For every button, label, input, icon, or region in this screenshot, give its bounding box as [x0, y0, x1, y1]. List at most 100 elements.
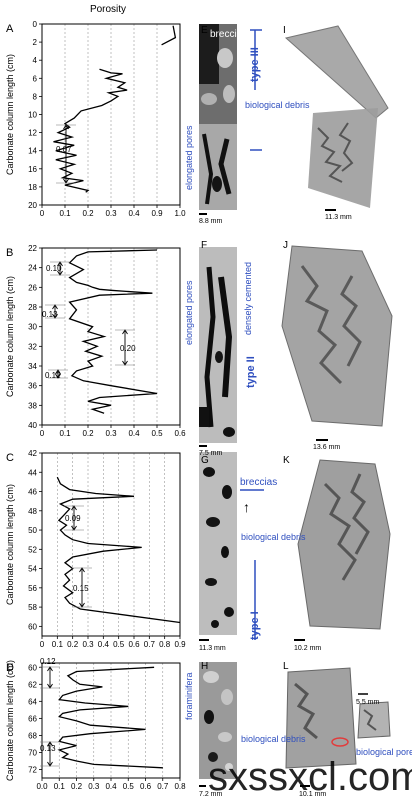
x-tick-label: 0.7 — [157, 782, 169, 791]
x-tick-label: 0.4 — [98, 640, 110, 649]
y-tick-label: 4 — [33, 56, 38, 65]
ct-slice-e-texture — [199, 24, 237, 210]
label-breccias-g: breccias — [240, 477, 277, 488]
x-tick-label: 0.1 — [52, 640, 64, 649]
ct-slice-f-texture — [199, 247, 237, 443]
arrow-up-g: ↑ — [243, 499, 250, 515]
ct-slice-e — [199, 24, 237, 210]
annotation-value: 0.09 — [65, 514, 81, 523]
ct-slice-g-texture — [199, 452, 237, 635]
y-tick-label: 72 — [28, 765, 37, 774]
porosity-series-line — [68, 249, 158, 414]
panel-letter-c: C — [6, 452, 14, 464]
x-tick-label: 0.2 — [82, 429, 94, 438]
y-tick-label: 20 — [28, 201, 37, 210]
y-axis-label: Carbonate column length (cm) — [5, 484, 15, 605]
chart-a: 0 0.1 0.2 0.3 0.4 0.9 1.0 0 2 4 6 8 10 12 14 16 18 20 A Car… — [5, 20, 186, 218]
x-tick-label: 0.1 — [59, 209, 71, 218]
highlight-ellipse — [331, 737, 349, 747]
y-tick-label: 60 — [28, 663, 37, 672]
x-tick-label: 0.1 — [54, 782, 66, 791]
porosity-annotation: 0.07 — [56, 124, 76, 184]
pore-render-l — [285, 667, 357, 769]
y-tick-label: 10 — [28, 111, 37, 120]
y-axis-label: Carbonate column length (cm) — [5, 660, 15, 781]
annotation-value: 0.12 — [45, 371, 61, 380]
annotation-value: 0.13 — [40, 744, 56, 753]
y-tick-label: 68 — [28, 731, 37, 740]
chart-d: 0.0 0.1 0.2 0.3 0.4 0.5 0.6 0.7 0.8 60 62 64 66 68 70 7… — [5, 660, 186, 791]
x-tick-label: 0.3 — [82, 640, 94, 649]
y-tick-label: 2 — [33, 38, 38, 47]
porosity-annotation: 0.13 — [42, 304, 65, 319]
annotation-value: 0.15 — [73, 584, 89, 593]
y-tick-label: 62 — [28, 680, 37, 689]
x-tick-label: 0.0 — [36, 782, 48, 791]
panel-letter-a: A — [6, 23, 14, 35]
ct-slice-f — [199, 247, 237, 443]
x-tick-label: 0.6 — [128, 640, 140, 649]
y-axis-label: Carbonate column length (cm) — [5, 276, 15, 397]
y-tick-label: 24 — [28, 264, 37, 273]
x-tick-label: 0.2 — [71, 782, 83, 791]
scale-k: 10.2 mm — [294, 645, 321, 652]
x-tick-label: 0.5 — [123, 782, 135, 791]
y-tick-label: 40 — [28, 421, 37, 430]
y-tick-label: 12 — [28, 129, 37, 138]
y-tick-label: 50 — [28, 526, 37, 535]
x-tick-label: 0.5 — [151, 429, 163, 438]
y-tick-label: 34 — [28, 362, 37, 371]
y-tick-label: 22 — [28, 244, 37, 253]
porosity-annotation: 0.12 — [45, 369, 68, 380]
x-tick-label: 0.6 — [140, 782, 152, 791]
pore-render-k — [297, 459, 391, 630]
y-tick-label: 0 — [33, 20, 38, 29]
porosity-series-line — [161, 25, 177, 46]
label-biological-pores: biological pores — [356, 747, 412, 757]
annotation-value: 0.20 — [120, 344, 136, 353]
y-tick-label: 30 — [28, 323, 37, 332]
porosity-annotation: 0.12 — [40, 657, 60, 689]
porosity-series-line — [53, 68, 128, 193]
y-tick-label: 46 — [28, 488, 37, 497]
x-tick-label: 0.4 — [128, 209, 140, 218]
pore-render-j — [281, 245, 393, 427]
ct-slice-g — [199, 452, 237, 635]
x-tick-label: 0.3 — [88, 782, 100, 791]
y-tick-label: 48 — [28, 507, 37, 516]
chart-b: 0 0.1 0.2 0.3 0.4 0.5 0.6 22 24 26 28 30 32 34 36 38 40 B… — [5, 244, 186, 438]
porosity-series-line — [56, 476, 181, 624]
y-tick-label: 16 — [28, 165, 37, 174]
x-tick-label: 0.8 — [159, 640, 171, 649]
porosity-annotation: 0.20 — [115, 329, 136, 366]
ct-slice-h-texture — [199, 662, 237, 779]
x-tick-label: 0.8 — [174, 782, 186, 791]
porosity-annotation: 0.09 — [64, 505, 84, 531]
y-tick-label: 52 — [28, 545, 37, 554]
label-type-i: type I — [249, 611, 261, 640]
x-tick-label: 0.9 — [151, 209, 163, 218]
y-tick-label: 8 — [33, 92, 38, 101]
porosity-axis-title: Porosity — [90, 4, 126, 15]
scale-h: 7.2 mm — [199, 791, 223, 798]
annotation-value: 0.10 — [46, 264, 62, 273]
x-tick-label: 0.7 — [144, 640, 156, 649]
y-tick-label: 42 — [28, 449, 37, 458]
label-type-ii: type II — [245, 356, 257, 388]
y-tick-label: 26 — [28, 283, 37, 292]
y-tick-label: 56 — [28, 584, 37, 593]
scale-g: 11.3 mm — [199, 645, 226, 652]
annotation-value: 0.12 — [40, 657, 56, 666]
x-tick-label: 0 — [40, 209, 45, 218]
pore-render-i — [284, 25, 389, 208]
x-tick-label: 0.3 — [105, 209, 117, 218]
porosity-annotation: 0.15 — [72, 567, 92, 608]
porosity-charts: Porosity 0 0.1 0.2 0.3 0.4 0.9 1.0024681012141… — [5, 4, 186, 791]
porosity-annotation: 0.13 — [40, 741, 60, 767]
y-tick-label: 38 — [28, 401, 37, 410]
chart-frame — [41, 452, 181, 637]
y-tick-label: 36 — [28, 382, 37, 391]
y-tick-label: 32 — [28, 342, 37, 351]
x-tick-label: 0 — [40, 429, 45, 438]
x-tick-label: 0.3 — [105, 429, 117, 438]
